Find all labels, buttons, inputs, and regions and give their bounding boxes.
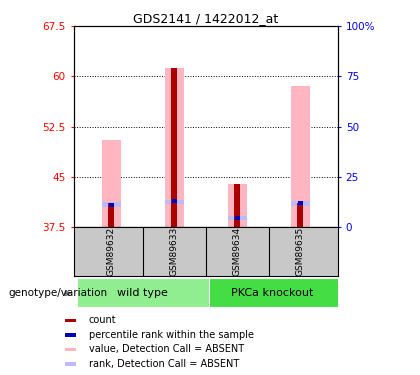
Bar bbox=[209, 278, 341, 307]
Bar bbox=[235, 216, 240, 219]
Bar bbox=[165, 200, 184, 204]
Bar bbox=[234, 184, 240, 227]
Bar bbox=[102, 140, 121, 227]
Text: wild type: wild type bbox=[117, 288, 168, 297]
Bar bbox=[291, 87, 310, 227]
Text: count: count bbox=[89, 315, 116, 326]
Text: percentile rank within the sample: percentile rank within the sample bbox=[89, 330, 254, 340]
Text: value, Detection Call = ABSENT: value, Detection Call = ABSENT bbox=[89, 345, 244, 354]
Bar bbox=[65, 333, 76, 336]
Bar bbox=[76, 278, 209, 307]
Text: rank, Detection Call = ABSENT: rank, Detection Call = ABSENT bbox=[89, 359, 239, 369]
Text: genotype/variation: genotype/variation bbox=[8, 288, 108, 298]
Bar bbox=[228, 216, 247, 220]
Bar bbox=[171, 68, 178, 227]
Bar bbox=[228, 184, 247, 227]
Bar bbox=[172, 200, 177, 204]
Bar bbox=[65, 348, 76, 351]
Bar bbox=[108, 204, 114, 227]
Bar bbox=[297, 204, 304, 227]
Text: GSM89633: GSM89633 bbox=[170, 226, 179, 276]
Bar bbox=[109, 204, 114, 207]
Bar bbox=[298, 201, 303, 206]
Title: GDS2141 / 1422012_at: GDS2141 / 1422012_at bbox=[133, 12, 278, 25]
Text: GSM89632: GSM89632 bbox=[107, 226, 116, 276]
Text: GSM89634: GSM89634 bbox=[233, 226, 242, 276]
Bar bbox=[102, 202, 121, 207]
Bar bbox=[65, 319, 76, 322]
Bar bbox=[65, 362, 76, 366]
Bar bbox=[165, 68, 184, 227]
Text: PKCa knockout: PKCa knockout bbox=[231, 288, 313, 297]
Text: GSM89635: GSM89635 bbox=[296, 226, 305, 276]
Bar bbox=[291, 201, 310, 206]
